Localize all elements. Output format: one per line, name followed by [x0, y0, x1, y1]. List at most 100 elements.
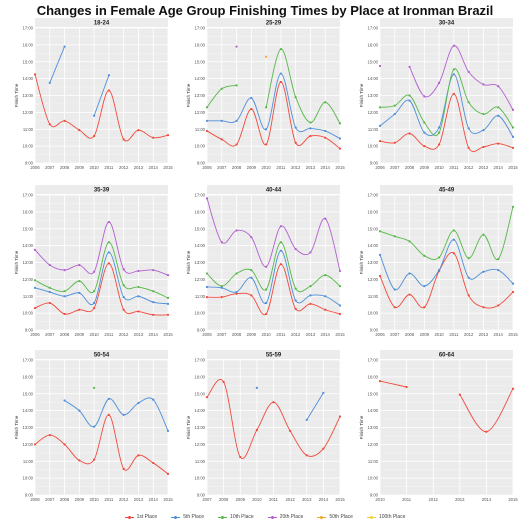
x-tick-label: 2014	[149, 497, 159, 502]
data-point	[205, 106, 209, 109]
data-point	[378, 64, 382, 68]
y-tick-label: 9:00	[25, 161, 34, 166]
data-point	[33, 248, 37, 251]
data-point	[482, 233, 485, 236]
data-point	[322, 447, 325, 450]
x-tick-label: 2011	[269, 497, 279, 502]
data-point	[423, 145, 426, 148]
data-point	[166, 134, 170, 137]
x-tick-label: 2009	[420, 165, 430, 170]
data-point	[378, 274, 382, 278]
data-point	[408, 132, 411, 135]
x-tick-label: 2009	[75, 165, 85, 170]
legend-label: 50th Place	[329, 514, 353, 520]
series-line	[207, 73, 341, 139]
data-point	[467, 101, 470, 104]
data-point	[205, 285, 209, 289]
panel-title: 40-44	[266, 188, 282, 194]
data-point	[107, 251, 110, 254]
series-line	[379, 93, 514, 153]
panel-title-strip	[207, 350, 340, 359]
y-tick-label: 13:00	[368, 260, 379, 265]
y-tick-label: 17:00	[195, 26, 206, 31]
data-point	[235, 84, 238, 87]
x-tick-label: 2015	[508, 332, 518, 337]
data-point	[423, 95, 426, 98]
data-point	[93, 290, 96, 293]
data-point	[324, 274, 327, 277]
data-point	[48, 290, 51, 294]
y-tick-label: 12:00	[368, 277, 379, 282]
data-point	[408, 65, 411, 68]
series-line	[34, 221, 169, 276]
x-tick-label: 2009	[247, 332, 257, 337]
series-line	[93, 75, 110, 116]
x-tick-label: 2012	[464, 332, 474, 337]
y-tick-label: 17:00	[368, 26, 379, 31]
data-point	[122, 138, 125, 141]
y-tick-label: 12:00	[195, 442, 206, 447]
series-line	[34, 251, 169, 305]
series-line	[34, 414, 169, 475]
y-axis-label: Finish Time	[186, 250, 191, 274]
data-point	[33, 73, 37, 76]
data-point	[378, 230, 382, 233]
panel-title: 50-54	[94, 353, 110, 359]
panel-title: 18-24	[94, 21, 110, 27]
data-point	[63, 399, 66, 402]
data-point	[93, 114, 96, 117]
y-tick-label: 15:00	[368, 59, 379, 64]
data-point	[265, 128, 268, 131]
data-point	[408, 94, 411, 97]
y-tick-label: 10:00	[23, 311, 34, 316]
data-point	[393, 141, 396, 144]
panel-title: 30-34	[439, 21, 455, 27]
data-point	[338, 122, 342, 125]
x-tick-label: 2008	[60, 332, 70, 337]
panel-title: 55-59	[266, 353, 282, 359]
data-point	[438, 81, 441, 84]
data-point	[338, 304, 342, 307]
data-point	[78, 128, 81, 132]
series-line	[206, 241, 341, 293]
x-tick-label: 2015	[335, 497, 345, 502]
y-tick-label: 12:00	[23, 442, 34, 447]
panel-title: 45-49	[439, 188, 455, 194]
data-point	[309, 294, 312, 297]
data-point	[423, 254, 426, 257]
data-point	[305, 454, 308, 457]
x-tick-label: 2007	[390, 332, 400, 337]
data-point	[48, 286, 51, 289]
legend-swatch	[317, 515, 327, 520]
data-point	[137, 401, 140, 405]
data-point	[309, 302, 312, 305]
y-tick-label: 9:00	[370, 161, 379, 166]
y-tick-label: 16:00	[195, 42, 206, 47]
x-tick-label: 2011	[449, 332, 459, 337]
data-point	[324, 136, 327, 139]
data-point	[152, 301, 155, 304]
y-tick-label: 15:00	[23, 59, 34, 64]
x-tick-label: 2007	[45, 165, 55, 170]
data-point	[309, 121, 312, 124]
data-point	[137, 295, 140, 298]
y-tick-label: 10:00	[368, 144, 379, 149]
data-point	[289, 429, 292, 432]
data-point	[294, 247, 297, 251]
data-point	[78, 263, 81, 267]
y-tick-label: 12:00	[23, 110, 34, 115]
y-tick-label: 17:00	[368, 358, 379, 363]
x-tick-label: 2007	[202, 497, 212, 502]
data-point	[222, 380, 225, 384]
y-tick-label: 13:00	[23, 260, 34, 265]
y-tick-label: 14:00	[368, 76, 379, 81]
data-point	[467, 276, 470, 279]
data-point	[482, 83, 485, 86]
data-point	[137, 285, 140, 289]
data-point	[205, 295, 209, 299]
x-tick-label: 2012	[119, 165, 129, 170]
data-point	[265, 288, 268, 291]
x-tick-label: 2007	[217, 332, 227, 337]
data-point	[265, 312, 268, 316]
